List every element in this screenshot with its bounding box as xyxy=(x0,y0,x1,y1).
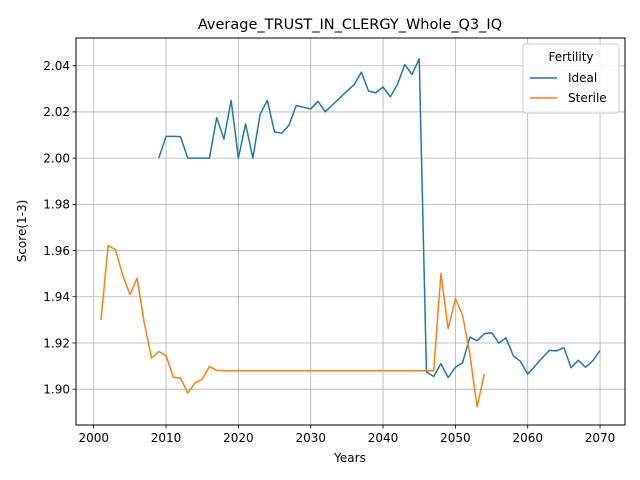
y-tick-label: 1.92 xyxy=(43,336,70,350)
y-tick-label: 1.98 xyxy=(43,198,70,212)
grid xyxy=(76,38,625,425)
legend-label-sterile: Sterile xyxy=(568,91,607,105)
x-axis-label: Years xyxy=(333,451,366,465)
legend-title: Fertility xyxy=(548,50,593,64)
plot-frame xyxy=(75,37,626,426)
x-axis-ticks: 2000 2010 2020 2030 2040 2050 2060 2070 xyxy=(78,425,615,445)
x-tick-label: 2060 xyxy=(512,431,543,445)
x-tick-label: 2010 xyxy=(151,431,182,445)
series-line-sterile xyxy=(100,244,486,408)
legend: Fertility Ideal Sterile xyxy=(522,43,620,114)
x-tick-label: 2020 xyxy=(223,431,254,445)
chart-title: Average_TRUST_IN_CLERGY_Whole_Q3_IQ xyxy=(198,17,502,33)
x-tick-label: 2050 xyxy=(440,431,471,445)
y-axis-label: Score(1-3) xyxy=(15,200,29,263)
y-tick-label: 1.94 xyxy=(43,290,70,304)
y-tick-label: 1.96 xyxy=(43,244,70,258)
series-lines xyxy=(100,58,601,408)
series-line-ideal xyxy=(158,58,601,379)
y-tick-label: 2.00 xyxy=(43,151,70,165)
x-tick-label: 2040 xyxy=(368,431,399,445)
x-tick-label: 2000 xyxy=(78,431,109,445)
x-tick-label: 2070 xyxy=(585,431,616,445)
legend-box xyxy=(522,43,620,114)
y-tick-label: 2.04 xyxy=(43,59,70,73)
y-axis-ticks: 1.90 1.92 1.94 1.96 1.98 2.00 2.02 2.04 xyxy=(43,59,76,396)
legend-label-ideal: Ideal xyxy=(568,71,597,85)
x-tick-label: 2030 xyxy=(295,431,326,445)
y-tick-label: 1.90 xyxy=(43,382,70,396)
y-tick-label: 2.02 xyxy=(43,105,70,119)
